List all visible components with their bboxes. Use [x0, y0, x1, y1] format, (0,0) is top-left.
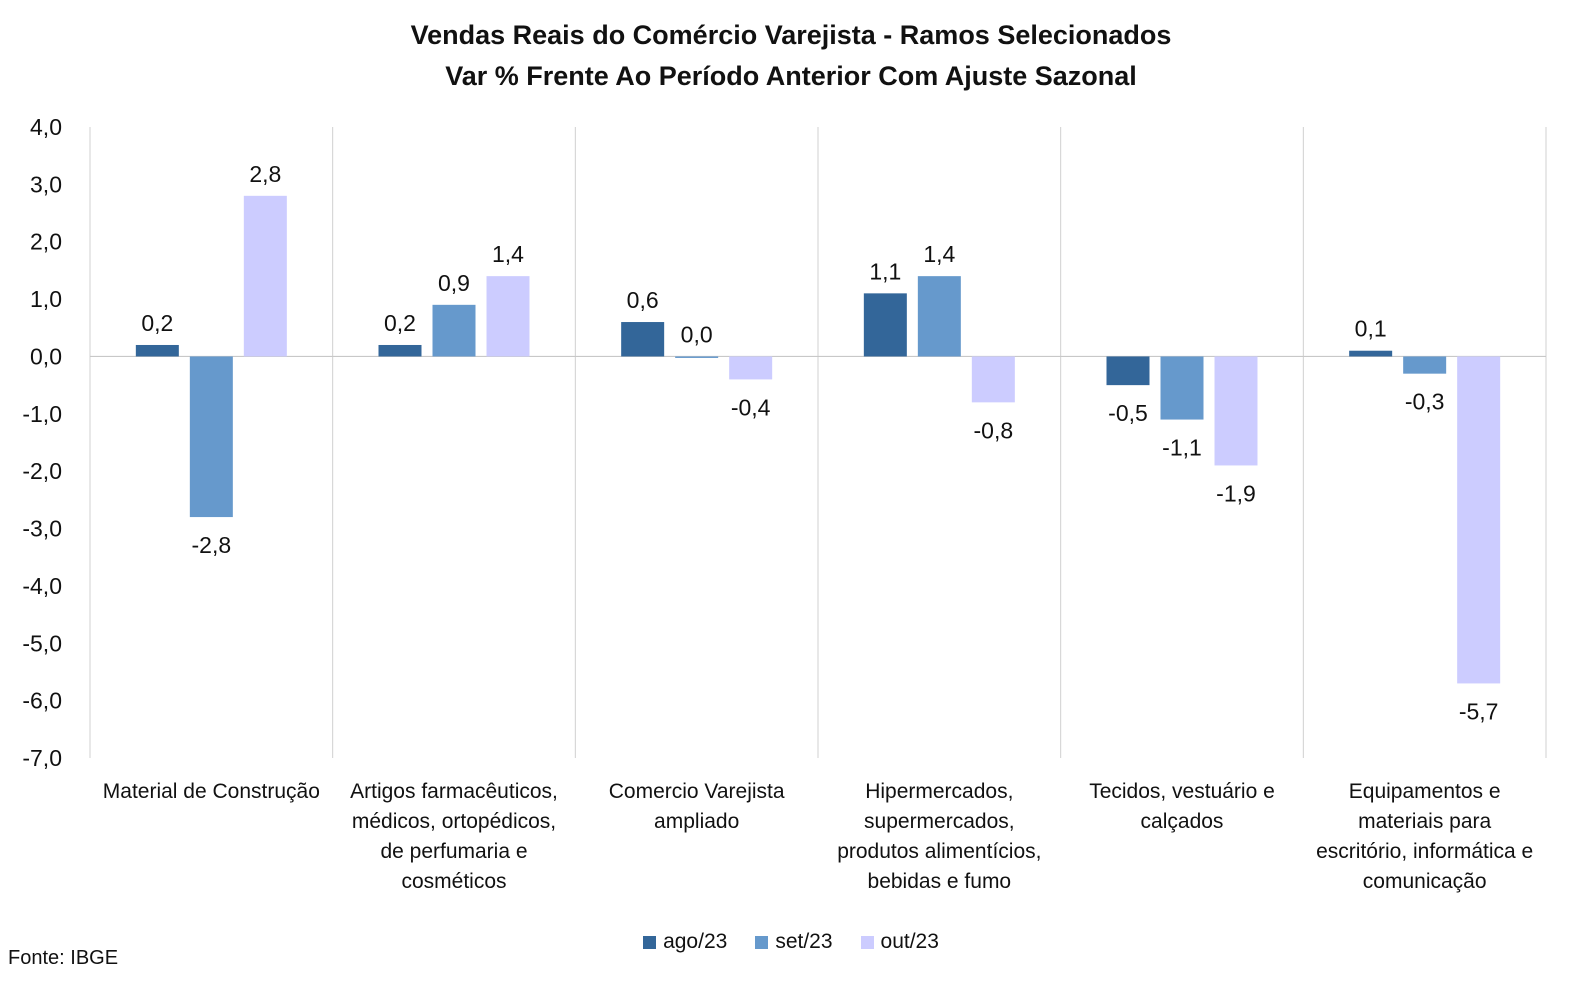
data-label: -0,5	[1108, 400, 1148, 426]
bar	[486, 276, 530, 357]
bar	[432, 304, 476, 357]
y-tick-label: -4,0	[22, 573, 62, 599]
x-tick-label: Tecidos, vestuário e	[1089, 780, 1275, 803]
bar	[1160, 356, 1204, 420]
x-tick-label: Material de Construção	[103, 780, 320, 803]
data-label: -1,1	[1162, 435, 1202, 461]
data-label: 0,6	[627, 287, 659, 313]
x-tick-label: cosméticos	[401, 870, 506, 893]
data-label: 0,9	[438, 270, 470, 296]
legend-swatch-set23	[755, 935, 769, 949]
data-label: -2,8	[192, 532, 232, 558]
bar	[1349, 350, 1393, 357]
data-label: 0,2	[384, 310, 416, 336]
y-tick-label: 1,0	[30, 286, 62, 312]
data-label: 0,1	[1355, 316, 1387, 342]
bar	[1403, 356, 1447, 374]
y-tick-label: -7,0	[22, 745, 62, 771]
x-tick-label: escritório, informática e	[1316, 840, 1533, 863]
y-tick-label: -2,0	[22, 458, 62, 484]
data-label: -1,9	[1216, 480, 1256, 506]
x-tick-label: Hipermercados,	[865, 780, 1013, 803]
x-tick-label: Equipamentos e	[1349, 780, 1501, 803]
plot-area: 4,0 3,0 2,0 1,0 0,0 -1,0 -2,0 -3,0 -4,0 -5,0 -6,0 -…	[22, 114, 1547, 893]
y-tick-label: 2,0	[30, 229, 62, 255]
bar	[917, 276, 961, 357]
legend-item-set23: set/23	[755, 930, 833, 954]
bar	[621, 322, 665, 357]
x-tick-label: Comercio Varejista	[609, 780, 785, 803]
bar	[378, 344, 422, 357]
legend-item-ago23: ago/23	[643, 930, 727, 954]
y-tick-label: 4,0	[30, 114, 62, 140]
y-tick-label: -6,0	[22, 688, 62, 714]
bar	[1214, 356, 1258, 466]
bar	[135, 344, 179, 357]
data-label: -0,4	[731, 394, 771, 420]
data-label: 1,1	[869, 258, 901, 284]
data-label: -0,8	[974, 417, 1014, 443]
chart-title-line-2: Var % Frente Ao Período Anterior Com Aju…	[445, 61, 1137, 91]
legend-label-set23: set/23	[775, 930, 833, 953]
y-tick-label: -5,0	[22, 630, 62, 656]
data-label: 1,4	[492, 241, 524, 267]
x-tick-label: Artigos farmacêuticos,	[350, 780, 558, 803]
bar	[1106, 356, 1150, 386]
bar	[863, 293, 907, 357]
legend-label-out23: out/23	[880, 930, 939, 953]
legend-label-ago23: ago/23	[663, 930, 728, 953]
bar	[675, 356, 719, 358]
data-label: -5,7	[1459, 698, 1499, 724]
x-tick-label: materiais para	[1358, 810, 1491, 833]
legend-swatch-out23	[860, 935, 874, 949]
bar	[1457, 356, 1501, 684]
x-tick-label: calçados	[1141, 810, 1224, 833]
chart-title-line-1: Vendas Reais do Comércio Varejista - Ram…	[410, 20, 1172, 50]
y-tick-label: 0,0	[30, 343, 62, 369]
bar	[243, 195, 287, 357]
bar	[189, 356, 233, 518]
data-label: 2,8	[249, 161, 281, 187]
x-tick-label: ampliado	[654, 810, 739, 833]
data-label: 1,4	[923, 241, 955, 267]
source-note: Fonte: IBGE	[8, 947, 119, 969]
y-tick-label: 3,0	[30, 171, 62, 197]
legend-swatch-ago23	[643, 935, 657, 949]
x-tick-label: comunicação	[1363, 870, 1487, 893]
y-tick-label: -1,0	[22, 401, 62, 427]
x-tick-label: supermercados,	[864, 810, 1015, 833]
x-tick-label: de perfumaria e	[380, 840, 527, 863]
bar	[971, 356, 1015, 403]
bar	[729, 356, 773, 380]
data-label: 0,2	[141, 310, 173, 336]
y-tick-label: -3,0	[22, 516, 62, 542]
data-label: 0,0	[681, 321, 713, 347]
legend-item-out23: out/23	[860, 930, 939, 954]
x-tick-label: médicos, ortopédicos,	[352, 810, 556, 833]
data-label: -0,3	[1405, 389, 1445, 415]
legend: ago/23 set/23 out/23	[0, 930, 1582, 954]
x-tick-label: produtos alimentícios,	[837, 840, 1041, 863]
x-tick-label: bebidas e fumo	[868, 870, 1012, 893]
